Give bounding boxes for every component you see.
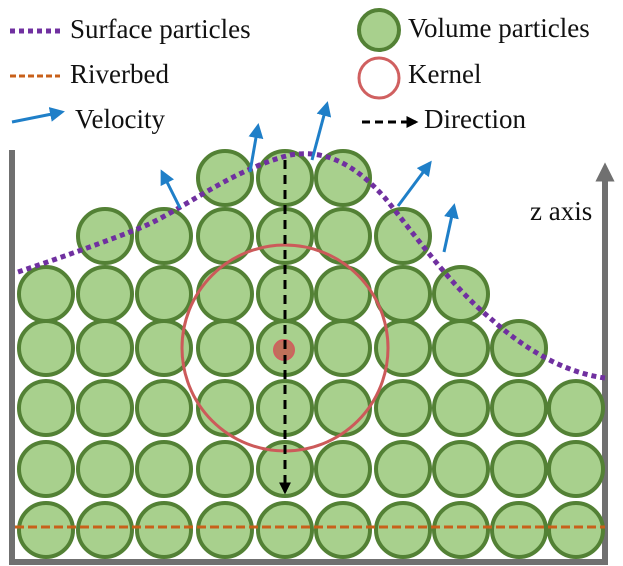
particle bbox=[316, 321, 370, 375]
velocity-arrow bbox=[312, 104, 327, 160]
particle bbox=[19, 503, 73, 557]
particle bbox=[316, 267, 370, 321]
particle bbox=[316, 381, 370, 435]
legend-velocity: Velocity bbox=[75, 104, 165, 134]
legend-surface: Surface particles bbox=[70, 14, 251, 44]
particle bbox=[316, 209, 370, 263]
particle bbox=[258, 503, 312, 557]
particle bbox=[376, 267, 430, 321]
particle bbox=[492, 381, 546, 435]
particle bbox=[137, 442, 191, 496]
particle bbox=[492, 503, 546, 557]
particle bbox=[198, 442, 252, 496]
legend-kernel: Kernel bbox=[408, 59, 481, 89]
particle bbox=[434, 321, 488, 375]
particle bbox=[137, 503, 191, 557]
legend-velocity-swatch bbox=[12, 112, 62, 122]
particle bbox=[316, 442, 370, 496]
particle bbox=[434, 503, 488, 557]
axis-label: z axis bbox=[530, 196, 592, 226]
legend-volume-swatch bbox=[359, 10, 399, 50]
particle bbox=[316, 503, 370, 557]
particle bbox=[78, 503, 132, 557]
legend-riverbed: Riverbed bbox=[70, 59, 169, 89]
legend-direction: Direction bbox=[424, 104, 526, 134]
particle bbox=[78, 321, 132, 375]
particle bbox=[19, 381, 73, 435]
legend-volume: Volume particles bbox=[408, 13, 590, 43]
velocity-arrow bbox=[162, 172, 180, 208]
particle bbox=[549, 442, 603, 496]
particle bbox=[78, 267, 132, 321]
particle bbox=[434, 267, 488, 321]
particle bbox=[198, 503, 252, 557]
particle bbox=[376, 503, 430, 557]
velocity-arrow bbox=[398, 163, 430, 206]
particle bbox=[549, 503, 603, 557]
particle bbox=[198, 267, 252, 321]
particle bbox=[376, 381, 430, 435]
particle bbox=[376, 321, 430, 375]
particles bbox=[19, 151, 603, 557]
particle bbox=[549, 381, 603, 435]
particle bbox=[78, 442, 132, 496]
particle bbox=[137, 267, 191, 321]
particle bbox=[19, 321, 73, 375]
particle bbox=[78, 381, 132, 435]
particle bbox=[434, 442, 488, 496]
particle bbox=[137, 381, 191, 435]
particle bbox=[19, 267, 73, 321]
particle bbox=[492, 442, 546, 496]
diagram: Surface particles Riverbed Velocity Volu… bbox=[0, 0, 623, 566]
legend-kernel-swatch bbox=[359, 58, 399, 98]
particle bbox=[19, 442, 73, 496]
particle bbox=[376, 442, 430, 496]
particle bbox=[198, 381, 252, 435]
particle bbox=[198, 321, 252, 375]
particle bbox=[434, 381, 488, 435]
velocity-arrow bbox=[444, 206, 454, 252]
particle bbox=[316, 151, 370, 205]
particle bbox=[198, 151, 252, 205]
